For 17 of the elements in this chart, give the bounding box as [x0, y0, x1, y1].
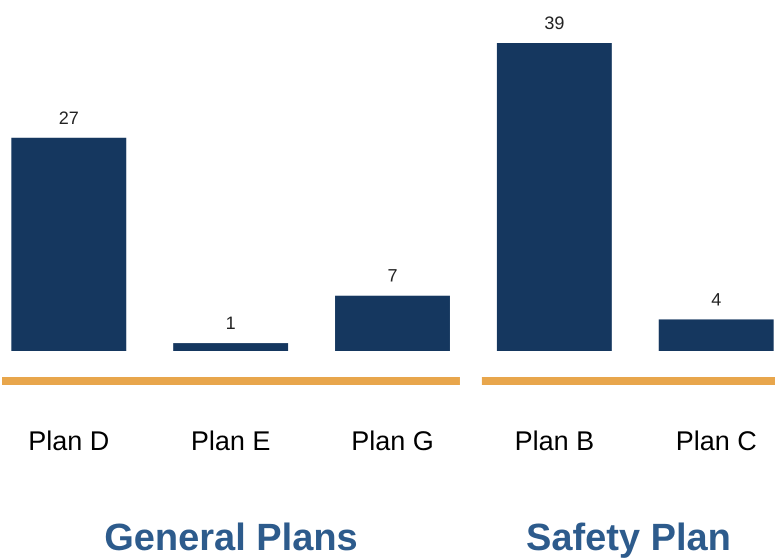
x-tick-label: Plan E — [190, 426, 270, 456]
data-label: 4 — [711, 289, 722, 310]
text: General Plans — [104, 517, 358, 559]
data-label: 7 — [387, 266, 398, 286]
data-label: 27 — [58, 108, 79, 128]
text: Safety Plan — [526, 517, 731, 559]
x-tick-label: Plan G — [351, 426, 434, 456]
data-label: 1 — [226, 313, 236, 334]
bar — [173, 343, 288, 351]
bar — [11, 138, 126, 351]
bar — [658, 319, 774, 351]
x-tick-label: Plan B — [514, 426, 594, 456]
bar — [335, 296, 450, 351]
x-tick-label: Plan C — [676, 426, 757, 456]
data-label: 39 — [544, 13, 564, 33]
x-tick-label: Plan D — [28, 426, 110, 456]
bar — [496, 43, 612, 351]
